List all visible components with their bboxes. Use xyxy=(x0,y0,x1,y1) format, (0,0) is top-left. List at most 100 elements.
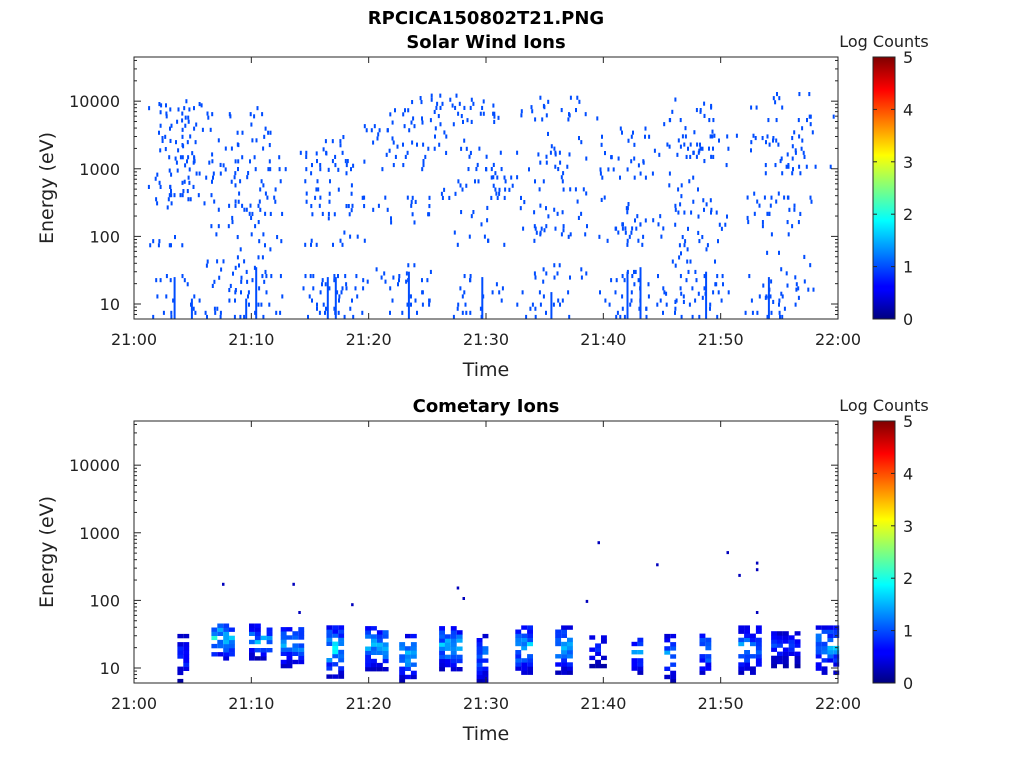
heatmap-cell xyxy=(797,118,800,123)
heatmap-cell xyxy=(201,127,204,132)
heatmap-cell xyxy=(659,298,662,303)
heatmap-cell xyxy=(255,138,258,143)
heatmap-cell xyxy=(170,243,172,248)
heatmap-cell xyxy=(569,275,571,280)
heatmap-cell xyxy=(626,238,629,243)
heatmap-cell xyxy=(595,659,601,665)
heatmap-cell xyxy=(327,167,330,172)
heatmap-cell xyxy=(701,235,704,240)
heatmap-cell xyxy=(298,635,305,640)
heatmap-cell xyxy=(534,314,537,319)
heatmap-cell xyxy=(595,651,601,656)
heatmap-cell xyxy=(779,159,782,164)
heatmap-cell xyxy=(371,634,377,639)
heatmap-cell xyxy=(264,211,267,216)
heatmap-cell xyxy=(821,645,828,651)
heatmap-cell xyxy=(703,113,706,118)
heatmap-cell xyxy=(345,286,348,291)
heatmap-cell xyxy=(371,662,377,668)
heatmap-cell xyxy=(337,167,340,172)
heatmap-cell xyxy=(777,631,783,636)
heatmap-cell xyxy=(377,132,380,137)
heatmap-cell xyxy=(234,203,237,208)
heatmap-cell xyxy=(580,267,583,272)
heatmap-cell xyxy=(444,658,451,664)
heatmap-cell xyxy=(247,294,249,299)
heatmap-cell xyxy=(168,155,171,160)
heatmap-cell xyxy=(338,658,345,663)
heatmap-cell xyxy=(833,654,840,659)
heatmap-cell xyxy=(634,269,637,274)
heatmap-cell xyxy=(188,167,191,172)
heatmap-cell xyxy=(603,195,606,200)
heatmap-cell xyxy=(334,154,337,159)
heatmap-cell xyxy=(795,282,798,287)
heatmap-cell xyxy=(515,654,522,659)
heatmap-cell xyxy=(688,302,691,307)
heatmap-cell xyxy=(298,659,305,665)
heatmap-cell xyxy=(336,290,339,295)
heatmap-cell xyxy=(771,631,777,636)
heatmap-cell xyxy=(223,652,230,657)
heatmap-cell xyxy=(680,314,683,319)
heatmap-cell xyxy=(631,274,634,279)
heatmap-cell xyxy=(710,207,713,212)
heatmap-cell xyxy=(718,222,721,227)
heatmap-cell xyxy=(821,625,828,630)
heatmap-cell xyxy=(404,154,407,159)
heatmap-cell xyxy=(212,175,214,180)
heatmap-cell xyxy=(312,286,315,291)
heatmap-cell xyxy=(627,202,630,207)
heatmap-cell xyxy=(455,93,458,98)
heatmap-cell xyxy=(815,654,822,659)
cometary-xlabel: Time xyxy=(462,723,510,745)
panel-title-solar-wind: Solar Wind Ions xyxy=(406,32,565,53)
heatmap-cell xyxy=(158,180,161,185)
heatmap-cell xyxy=(531,109,534,114)
heatmap-cell xyxy=(827,645,834,651)
heatmap-cell xyxy=(553,263,556,268)
heatmap-cell xyxy=(188,107,191,112)
heatmap-cell xyxy=(433,146,436,151)
heatmap-cell xyxy=(712,146,714,151)
heatmap-cell xyxy=(687,226,689,231)
heatmap-cell xyxy=(262,232,265,237)
heatmap-cell xyxy=(399,674,406,680)
heatmap-cell xyxy=(776,92,778,97)
heatmap-cell xyxy=(699,142,701,147)
heatmap-cell xyxy=(493,119,496,124)
heatmap-cell xyxy=(631,658,638,663)
heatmap-cell xyxy=(264,269,267,274)
heatmap-cell xyxy=(534,117,537,122)
heatmap-cell xyxy=(585,156,588,161)
heatmap-cell xyxy=(340,290,343,295)
heatmap-cell xyxy=(298,627,305,632)
cometary-plot-frame xyxy=(133,420,839,684)
heatmap-cell xyxy=(365,654,371,660)
heatmap-cell xyxy=(633,269,635,274)
heatmap-cell xyxy=(527,629,533,634)
heatmap-cell xyxy=(521,670,528,675)
heatmap-cell xyxy=(177,642,184,647)
heatmap-cell xyxy=(679,144,682,149)
heatmap-cell xyxy=(692,199,695,204)
heatmap-cell xyxy=(457,179,460,184)
heatmap-cell xyxy=(721,274,724,279)
heatmap-cell xyxy=(537,152,540,157)
heatmap-cell xyxy=(660,234,663,239)
heatmap-cell xyxy=(407,108,410,113)
heatmap-cell xyxy=(280,639,287,644)
heatmap-cell xyxy=(411,100,414,105)
heatmap-cell xyxy=(750,633,756,638)
heatmap-cell xyxy=(332,625,339,630)
heatmap-cell xyxy=(305,191,308,196)
heatmap-cell xyxy=(399,654,406,659)
heatmap-cell xyxy=(363,204,366,209)
heatmap-cell xyxy=(547,214,550,219)
heatmap-cell xyxy=(280,663,287,669)
heatmap-cell xyxy=(428,204,431,209)
heatmap-cell xyxy=(392,275,395,280)
heatmap-cell xyxy=(794,150,797,155)
heatmap-cell xyxy=(639,171,642,176)
